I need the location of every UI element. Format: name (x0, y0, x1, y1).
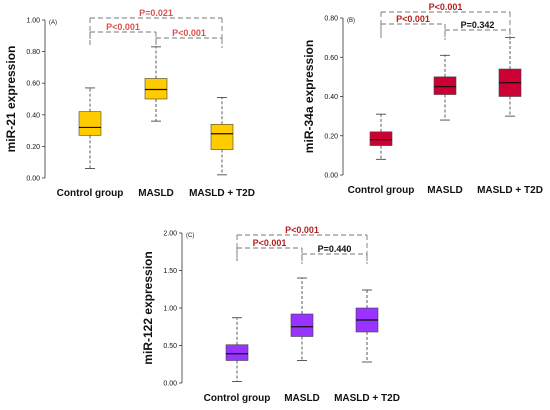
x-category-label: Control group (348, 185, 415, 196)
x-category-label: MASLD (138, 188, 174, 199)
box-1 (225, 317, 249, 382)
y-tick-label: 0.20 (26, 144, 40, 151)
significance-bracket: P=0.440 (301, 244, 368, 264)
y-tick-label: 0.80 (324, 16, 338, 23)
x-category-label: Control group (204, 393, 271, 404)
box-1 (369, 113, 393, 160)
box-3 (498, 37, 522, 117)
significance-bracket: P<0.001 (155, 28, 223, 48)
iqr-box (210, 123, 234, 150)
p-value-label: P<0.001 (253, 238, 287, 248)
box-1 (78, 87, 102, 169)
y-tick-label: 0.60 (26, 81, 40, 88)
x-category-label: MASLD + T2D (189, 188, 255, 199)
significance-bracket: P<0.001 (236, 238, 303, 262)
p-value-label: P<0.001 (396, 14, 430, 24)
y-tick-label: 1.50 (163, 268, 177, 275)
x-category-label: MASLD + T2D (477, 185, 543, 196)
p-value-label: P<0.001 (285, 225, 319, 235)
y-tick-label: 0.00 (163, 381, 177, 388)
y-tick-label: 0.60 (324, 55, 338, 62)
x-category-label: Control group (57, 188, 124, 199)
box-2 (290, 277, 314, 361)
panel-tag: (B) (347, 18, 355, 24)
iqr-box (290, 313, 314, 337)
y-tick-label: 0.80 (26, 49, 40, 56)
iqr-box (78, 111, 102, 136)
p-value-label: P<0.001 (429, 2, 463, 12)
significance-bracket: P<0.001 (89, 22, 157, 46)
x-category-label: MASLD + T2D (334, 393, 400, 404)
y-axis-title: miR-21 expression (4, 46, 18, 153)
y-tick-label: 0.20 (324, 133, 338, 140)
iqr-box (225, 344, 249, 361)
iqr-box (433, 76, 457, 95)
p-value-label: P=0.021 (139, 8, 173, 18)
y-tick-label: 1.00 (163, 306, 177, 313)
significance-bracket: P=0.021 (89, 8, 223, 44)
y-tick-label: 0.50 (163, 343, 177, 350)
p-value-label: P=0.342 (461, 20, 495, 30)
x-category-label: MASLD (284, 393, 320, 404)
y-tick-label: 0.00 (324, 173, 338, 180)
x-category-label: MASLD (427, 185, 463, 196)
panel-tag: (C) (186, 233, 194, 239)
chart-panel-a: (A) 0.00 0.20 0.40 0.60 0.80 1.00 miR-21 expres… (4, 8, 255, 199)
y-tick-label: 2.00 (163, 231, 177, 238)
p-value-label: P<0.001 (106, 22, 140, 32)
box-3 (210, 97, 234, 176)
y-axis-title: miR-122 expression (141, 251, 155, 364)
y-axis-title: miR-34a expression (302, 40, 316, 153)
iqr-box (369, 131, 393, 146)
y-tick-label: 0.40 (324, 94, 338, 101)
box-2 (433, 54, 457, 121)
panel-tag: (A) (49, 20, 57, 26)
chart-panel-c: (C) 0.00 0.50 1.00 1.50 2.00 miR-122 expressio… (141, 225, 400, 404)
box-2 (144, 46, 168, 122)
chart-panel-b: (B) 0.00 0.20 0.40 0.60 0.80 miR-34a expressio… (302, 2, 543, 196)
y-tick-label: 0.00 (26, 176, 40, 183)
significance-bracket: P<0.001 (380, 14, 446, 38)
p-value-label: P=0.440 (318, 244, 352, 254)
p-value-label: P<0.001 (172, 28, 206, 38)
significance-bracket: P=0.342 (444, 20, 511, 40)
iqr-box (144, 78, 168, 100)
box-3 (355, 289, 379, 363)
y-tick-label: 1.00 (26, 18, 40, 25)
y-tick-label: 0.40 (26, 112, 40, 119)
